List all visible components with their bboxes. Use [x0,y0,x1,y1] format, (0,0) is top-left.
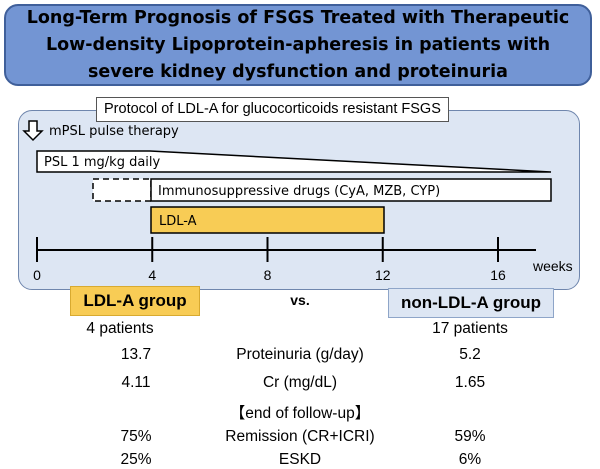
ldla-label: LDL-A [159,214,197,229]
axis-tick-label: 4 [148,267,156,283]
mpsl-label: mPSL pulse therapy [49,124,179,139]
axis-tick-label: 0 [33,267,41,283]
protocol-label: Protocol of LDL-A for glucocorticoids re… [96,97,449,122]
row-label: 【end of follow-up】 [190,401,410,423]
row-label: ESKD [190,451,410,469]
immuno-dashed-box [93,179,151,201]
ldla-group-value: 75% [86,428,186,446]
non-ldla-group-value: 17 patients [420,320,520,338]
row-label: Remission (CR+ICRI) [190,428,410,446]
axis-tick-label: 12 [375,267,391,283]
psl-label: PSL 1 mg/kg daily [44,155,161,170]
ldla-group-value: 13.7 [86,346,186,364]
non-ldla-group-label: non-LDL-A group [388,288,554,318]
ldla-group-value: 4.11 [86,374,186,392]
row-label: Cr (mg/dL) [190,374,410,392]
axis-tick-label: 16 [490,267,506,283]
ldla-group-value: 25% [86,451,186,469]
non-ldla-group-value: 6% [420,451,520,469]
non-ldla-group-value: 59% [420,428,520,446]
non-ldla-group-value: 5.2 [420,346,520,364]
vs-label: vs. [270,292,330,308]
axis-unit: weeks [532,258,573,274]
axis-tick-label: 8 [264,267,272,283]
protocol-timeline: mPSL pulse therapy PSL 1 mg/kg daily Imm… [0,0,600,468]
ldla-group-label: LDL-A group [70,286,200,316]
row-label: Proteinuria (g/day) [190,346,410,364]
non-ldla-group-value: 1.65 [420,374,520,392]
mpsl-arrow-icon [24,121,42,140]
ldla-group-value: 4 patients [70,320,170,338]
immuno-label: Immunosuppressive drugs (CyA, MZB, CYP) [158,184,440,199]
